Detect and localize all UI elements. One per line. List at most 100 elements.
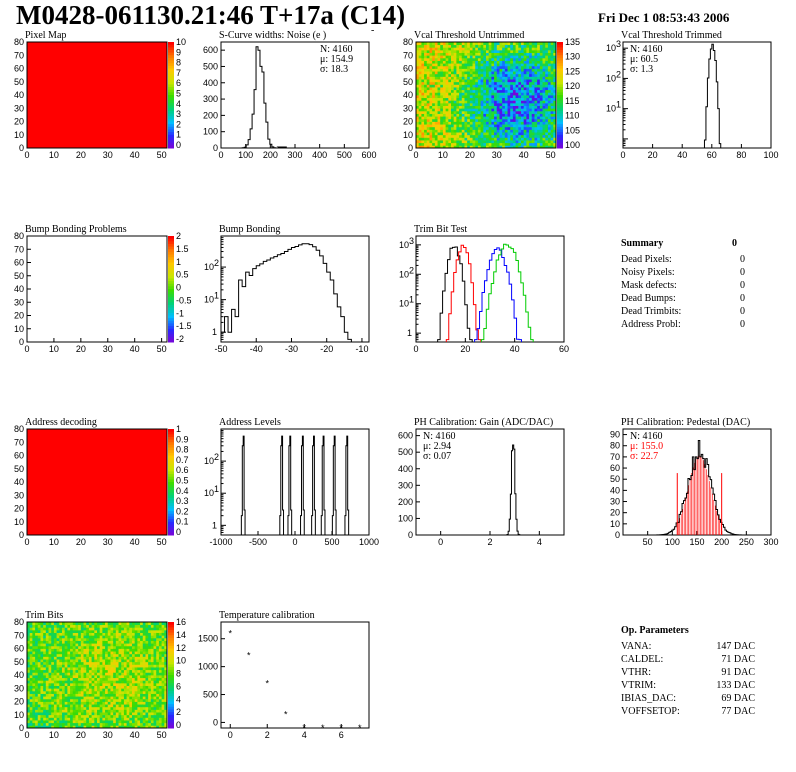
heatmap-cell bbox=[70, 627, 74, 631]
heatmap-cell bbox=[80, 637, 84, 641]
heatmap-cell bbox=[102, 653, 106, 657]
heatmap-cell bbox=[537, 92, 541, 96]
heatmap-cell bbox=[102, 624, 106, 628]
heatmap-cell bbox=[494, 137, 498, 141]
heatmap-cell bbox=[126, 706, 130, 710]
heatmap-cell bbox=[91, 624, 95, 628]
heatmap-cell bbox=[491, 63, 495, 67]
heatmap-cell bbox=[480, 100, 484, 104]
heatmap-cell bbox=[494, 134, 498, 138]
heatmap-cell bbox=[118, 624, 122, 628]
heatmap-cell bbox=[27, 696, 31, 700]
heatmap-cell bbox=[488, 68, 492, 72]
heatmap-cell bbox=[132, 637, 136, 641]
heatmap-cell bbox=[140, 669, 144, 673]
heatmap-cell bbox=[442, 73, 447, 77]
heatmap-cell bbox=[123, 672, 128, 676]
heatmap-cell bbox=[512, 84, 517, 88]
heatmap-cell bbox=[539, 71, 543, 75]
heatmap-cell bbox=[62, 717, 66, 721]
heatmap-cell bbox=[456, 63, 460, 67]
heatmap-cell bbox=[94, 667, 98, 671]
heatmap-cell bbox=[456, 140, 460, 144]
heatmap-cell bbox=[459, 132, 463, 136]
heatmap-cell bbox=[469, 87, 473, 91]
heatmap-cell bbox=[115, 690, 119, 694]
heatmap-cell bbox=[539, 140, 543, 144]
heatmap-cell bbox=[518, 92, 522, 96]
heatmap-cell bbox=[432, 47, 436, 51]
heatmap-cell bbox=[161, 637, 165, 641]
heatmap-cell bbox=[418, 134, 422, 138]
heatmap-cell bbox=[472, 60, 476, 64]
heatmap-cell bbox=[477, 60, 482, 64]
heatmap-cell bbox=[491, 42, 495, 46]
heatmap-cell bbox=[469, 126, 473, 130]
heatmap-cell bbox=[153, 709, 157, 713]
heatmap-cell bbox=[432, 73, 436, 77]
heatmap-cell bbox=[123, 659, 128, 663]
x-tick-label: 500 bbox=[337, 150, 352, 160]
heatmap-cell bbox=[421, 60, 425, 64]
color-scale-segment bbox=[168, 121, 174, 125]
heatmap-cell bbox=[521, 84, 525, 88]
heatmap-cell bbox=[545, 60, 549, 64]
heatmap-cell bbox=[86, 685, 90, 689]
heatmap-cell bbox=[464, 92, 468, 96]
heatmap-cell bbox=[72, 622, 76, 626]
heatmap-cell bbox=[110, 712, 114, 716]
heatmap-cell bbox=[37, 722, 41, 726]
heatmap-cell bbox=[504, 63, 508, 67]
heatmap-cell bbox=[56, 677, 60, 681]
heatmap-cell bbox=[442, 68, 447, 72]
heatmap-cell bbox=[515, 132, 519, 136]
y-tick-label: 20 bbox=[14, 311, 24, 321]
heatmap-cell bbox=[113, 643, 117, 647]
heatmap-cell bbox=[440, 47, 444, 51]
heatmap-cell bbox=[424, 102, 428, 106]
heatmap-cell bbox=[442, 52, 447, 56]
heatmap-cell bbox=[83, 624, 87, 628]
heatmap-cell bbox=[153, 712, 157, 716]
heatmap-cell bbox=[153, 675, 157, 679]
heatmap-cell bbox=[43, 669, 47, 673]
heatmap-cell bbox=[75, 714, 79, 718]
heatmap-cell bbox=[547, 113, 552, 117]
heatmap-cell bbox=[140, 629, 144, 633]
heatmap-cell bbox=[442, 110, 447, 114]
heatmap-cell bbox=[521, 137, 525, 141]
heatmap-cell bbox=[421, 63, 425, 67]
plot-frame bbox=[26, 235, 168, 343]
heatmap-cell bbox=[515, 79, 519, 83]
heatmap-cell bbox=[488, 142, 492, 146]
heatmap-cell bbox=[437, 42, 441, 46]
heatmap-cell bbox=[156, 722, 160, 726]
op-param-label: VTRIM: bbox=[621, 680, 656, 691]
heatmap-cell bbox=[37, 651, 41, 655]
heatmap-cell bbox=[437, 81, 441, 85]
heatmap-cell bbox=[461, 145, 465, 149]
heatmap-cell bbox=[553, 129, 557, 133]
heatmap-cell bbox=[78, 648, 82, 652]
heatmap-cell bbox=[97, 714, 101, 718]
heatmap-cell bbox=[32, 720, 36, 724]
heatmap-cell bbox=[456, 100, 460, 104]
heatmap-cell bbox=[164, 717, 168, 721]
heatmap-cell bbox=[129, 722, 133, 726]
heatmap-cell bbox=[429, 97, 433, 101]
heatmap-cell bbox=[491, 89, 495, 93]
heatmap-cell bbox=[537, 76, 541, 80]
heatmap-cell bbox=[137, 720, 141, 724]
heatmap-cell bbox=[107, 651, 111, 655]
heatmap-cell bbox=[550, 100, 554, 104]
heatmap-cell bbox=[97, 722, 101, 726]
heatmap-cell bbox=[156, 688, 160, 692]
heatmap-cell bbox=[40, 722, 44, 726]
heatmap-cell bbox=[91, 661, 95, 665]
heatmap-cell bbox=[424, 129, 428, 133]
heatmap-cell bbox=[547, 57, 552, 61]
heatmap-cell bbox=[445, 87, 449, 91]
heatmap-cell bbox=[37, 659, 41, 663]
heatmap-cell bbox=[67, 624, 71, 628]
heatmap-cell bbox=[545, 57, 549, 61]
